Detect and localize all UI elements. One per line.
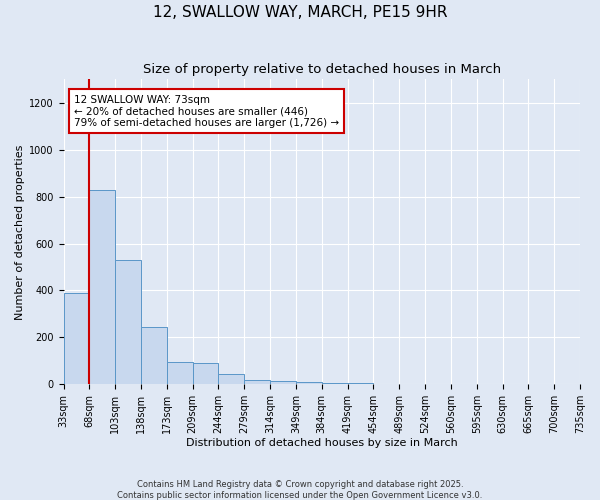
Bar: [322, 383, 347, 384]
Bar: [218, 374, 244, 384]
Text: 12 SWALLOW WAY: 73sqm
← 20% of detached houses are smaller (446)
79% of semi-det: 12 SWALLOW WAY: 73sqm ← 20% of detached …: [74, 94, 339, 128]
Text: 12, SWALLOW WAY, MARCH, PE15 9HR: 12, SWALLOW WAY, MARCH, PE15 9HR: [153, 5, 447, 20]
Bar: [141, 327, 167, 384]
Bar: [64, 293, 89, 384]
Bar: [167, 362, 193, 384]
Bar: [193, 363, 218, 384]
Bar: [89, 190, 115, 384]
Y-axis label: Number of detached properties: Number of detached properties: [15, 144, 25, 320]
Title: Size of property relative to detached houses in March: Size of property relative to detached ho…: [143, 62, 501, 76]
Bar: [115, 260, 141, 384]
Bar: [244, 380, 270, 384]
Bar: [296, 382, 322, 384]
X-axis label: Distribution of detached houses by size in March: Distribution of detached houses by size …: [186, 438, 458, 448]
Text: Contains HM Land Registry data © Crown copyright and database right 2025.
Contai: Contains HM Land Registry data © Crown c…: [118, 480, 482, 500]
Bar: [270, 380, 296, 384]
